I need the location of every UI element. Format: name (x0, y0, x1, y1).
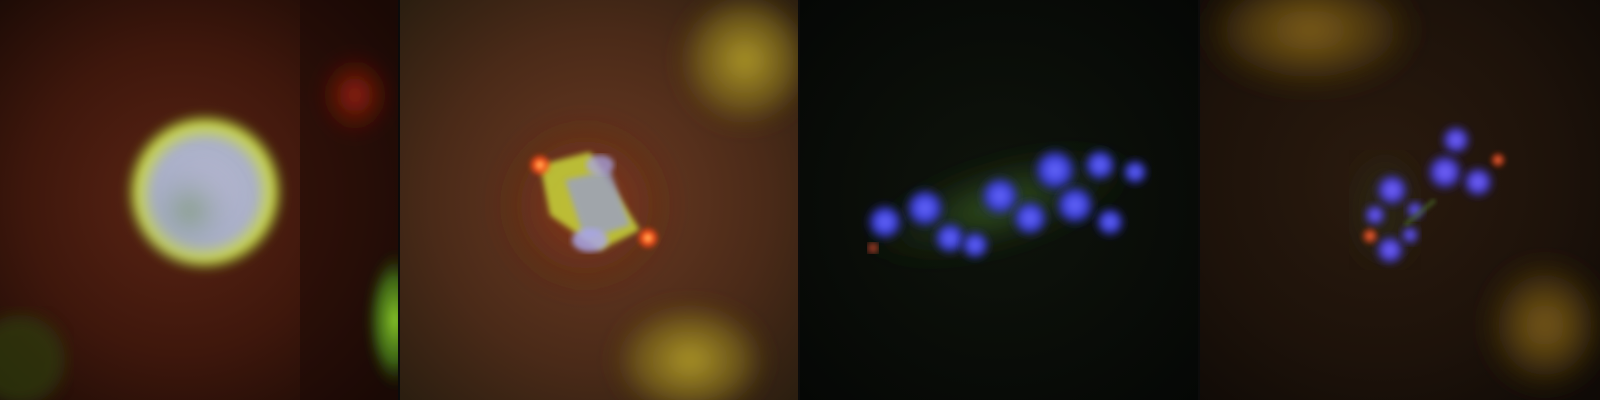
micrograph-panel-3 (800, 0, 1200, 400)
micrograph-2-image (400, 0, 800, 400)
micrograph-panel-2 (400, 0, 800, 400)
micrograph-panel-4 (1200, 0, 1600, 400)
micrograph-1-image (0, 0, 400, 400)
micrograph-3-image (800, 0, 1200, 400)
panel-divider (398, 0, 400, 400)
micrograph-panel-1 (0, 0, 400, 400)
panel-divider (1198, 0, 1200, 400)
micrograph-4-image (1200, 0, 1600, 400)
panel-divider (798, 0, 800, 400)
